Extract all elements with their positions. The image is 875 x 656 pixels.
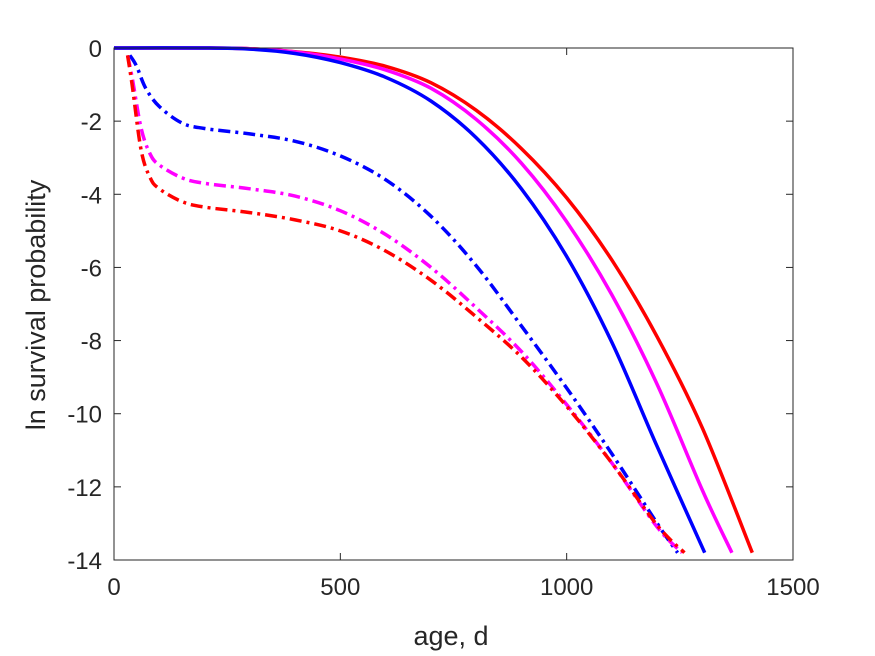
x-tick-label: 0 bbox=[107, 574, 120, 601]
plot-area bbox=[114, 48, 793, 560]
series-line-6 bbox=[125, 55, 686, 554]
x-tick-label: 1000 bbox=[540, 574, 593, 601]
y-tick-label: 0 bbox=[89, 36, 102, 63]
series-line-3 bbox=[114, 46, 707, 554]
axes-layer: 0 500 1000 1500 0 -2 -4 -6 -8 -10 -12 -14 bbox=[67, 36, 819, 601]
plot-background bbox=[114, 48, 793, 560]
x-tick-label: 1500 bbox=[766, 574, 819, 601]
x-axis-title: age, d bbox=[413, 621, 488, 651]
series-line-5 bbox=[125, 54, 684, 554]
y-tick-label: -6 bbox=[81, 255, 102, 282]
x-tick-label: 500 bbox=[320, 574, 360, 601]
axes-box bbox=[113, 47, 794, 561]
series-line-4 bbox=[128, 54, 680, 554]
y-axis-title: ln survival probability bbox=[21, 179, 51, 430]
y-tick-label: -4 bbox=[81, 182, 102, 209]
y-tick-label: -12 bbox=[67, 475, 102, 502]
y-tick-label: -14 bbox=[67, 548, 102, 575]
y-tick-label: -2 bbox=[81, 109, 102, 136]
series-layer bbox=[114, 46, 754, 554]
y-tick-label: -10 bbox=[67, 402, 102, 429]
y-tick-label: -8 bbox=[81, 329, 102, 356]
